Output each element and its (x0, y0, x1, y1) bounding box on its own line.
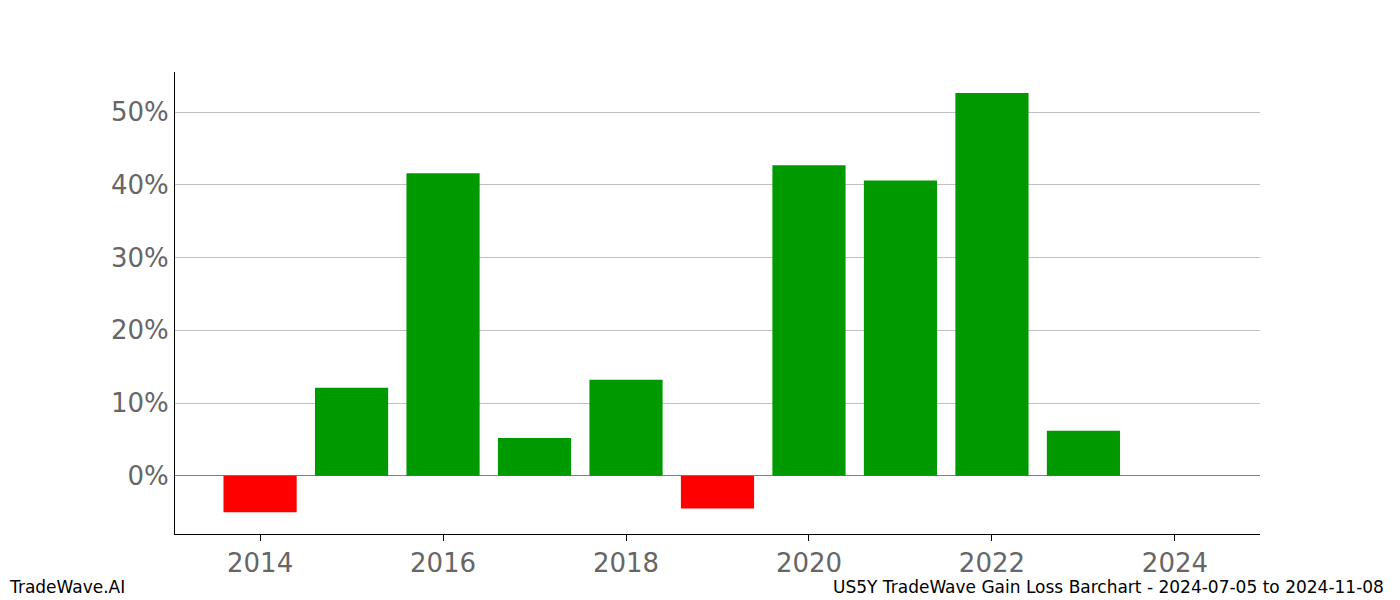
svg-text:10%: 10% (111, 388, 169, 418)
svg-text:2022: 2022 (959, 548, 1025, 578)
svg-text:2016: 2016 (410, 548, 476, 578)
svg-text:40%: 40% (111, 170, 169, 200)
svg-text:2024: 2024 (1142, 548, 1208, 578)
svg-text:TradeWave.AI: TradeWave.AI (9, 577, 125, 597)
svg-text:2014: 2014 (227, 548, 293, 578)
svg-text:2018: 2018 (593, 548, 659, 578)
svg-text:20%: 20% (111, 315, 169, 345)
svg-text:0%: 0% (128, 461, 169, 491)
svg-text:2020: 2020 (776, 548, 842, 578)
svg-text:50%: 50% (111, 97, 169, 127)
svg-text:30%: 30% (111, 243, 169, 273)
svg-text:US5Y TradeWave Gain Loss Barch: US5Y TradeWave Gain Loss Barchart - 2024… (833, 577, 1384, 597)
